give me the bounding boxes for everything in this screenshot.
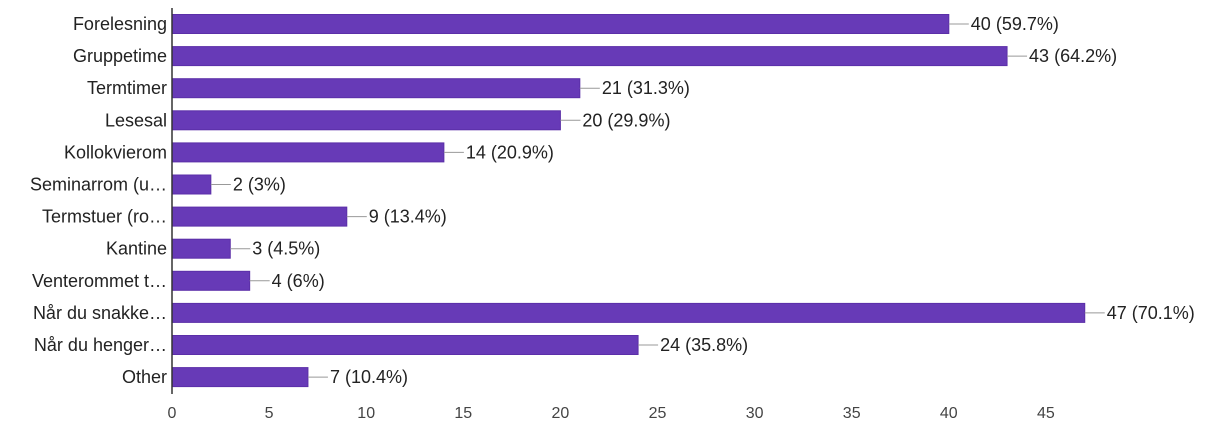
value-label: 21 (31.3%)	[602, 78, 690, 98]
value-label: 2 (3%)	[233, 175, 286, 195]
category-label: Venterommet t…	[32, 271, 167, 291]
bar	[171, 238, 231, 259]
bar	[171, 270, 251, 291]
category-label: Lesesal	[105, 110, 167, 130]
bar	[171, 335, 639, 355]
category-label: Kollokvierom	[64, 142, 167, 162]
category-label: Termstuer (ro…	[42, 207, 167, 227]
category-label: Når du henger…	[34, 335, 167, 355]
value-label: 24 (35.8%)	[660, 335, 748, 355]
x-tick-label: 20	[552, 405, 570, 422]
value-label: 43 (64.2%)	[1029, 46, 1117, 66]
category-label: Forelesning	[73, 14, 167, 34]
value-label: 14 (20.9%)	[466, 142, 554, 162]
category-label: Gruppetime	[73, 46, 167, 66]
axis-layer: 0 5 10 15 20 25 30 35 40 45	[168, 8, 1055, 422]
x-tick-label: 35	[843, 405, 861, 422]
x-tick-label: 25	[649, 405, 667, 422]
bar	[171, 110, 561, 131]
x-tick-label: 45	[1037, 405, 1055, 422]
value-label: 47 (70.1%)	[1107, 303, 1195, 323]
bar	[171, 14, 950, 34]
bar	[171, 142, 445, 163]
x-tick-label: 0	[168, 405, 177, 422]
value-label: 3 (4.5%)	[252, 239, 320, 259]
bars-layer	[171, 14, 1086, 388]
x-tick-label: 5	[265, 405, 274, 422]
bar	[171, 302, 1086, 323]
value-label: 40 (59.7%)	[971, 14, 1059, 34]
value-label: 9 (13.4%)	[369, 207, 447, 227]
x-tick-label: 10	[357, 405, 375, 422]
labels-layer: Forelesning 40 (59.7%) Gruppetime 43 (64.2%…	[30, 14, 1195, 387]
category-label: Seminarrom (u…	[30, 175, 167, 195]
x-tick-label: 40	[940, 405, 958, 422]
bar	[171, 367, 309, 388]
value-label: 7 (10.4%)	[330, 367, 408, 387]
category-label: Termtimer	[87, 78, 167, 98]
category-label: Other	[122, 367, 167, 387]
bar	[171, 174, 212, 195]
category-label: Kantine	[106, 239, 167, 259]
x-tick-label: 15	[454, 405, 472, 422]
bar	[171, 78, 581, 99]
value-label: 20 (29.9%)	[582, 110, 670, 130]
bar	[171, 46, 1008, 67]
category-label: Når du snakke…	[33, 303, 167, 323]
value-label: 4 (6%)	[272, 271, 325, 291]
x-tick-label: 30	[746, 405, 764, 422]
bar	[171, 206, 348, 227]
